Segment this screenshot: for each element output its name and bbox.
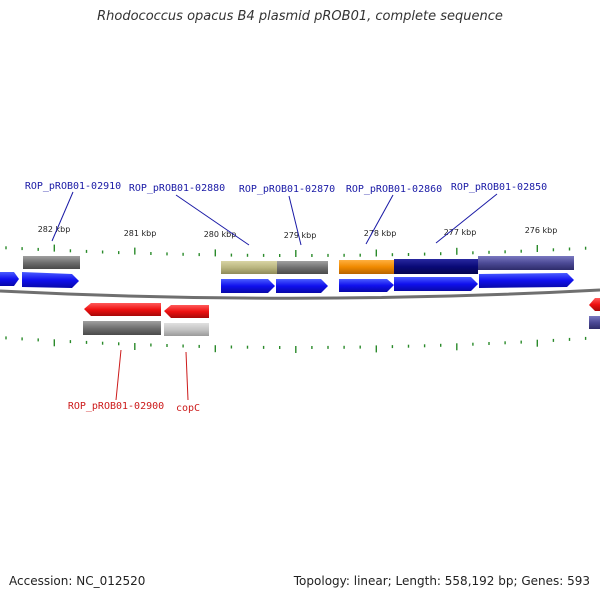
feature-bar-right-edge[interactable] xyxy=(589,316,600,329)
leader-line-02870 xyxy=(288,195,302,246)
gene-arrow-copC[interactable] xyxy=(164,305,209,318)
genome-backbone xyxy=(0,288,600,300)
leader-line-copC xyxy=(185,351,189,401)
scale-label-282: 282 kbp xyxy=(38,225,71,234)
gene-arrow-02880[interactable] xyxy=(221,279,275,293)
gene-label-02870[interactable]: ROP_pROB01-02870 xyxy=(239,184,335,195)
gene-label-02880[interactable]: ROP_pROB01-02880 xyxy=(129,183,225,194)
gene-label-02850[interactable]: ROP_pROB01-02850 xyxy=(451,182,547,193)
gene-arrow-02900[interactable] xyxy=(84,303,161,316)
gene-arrow-02860[interactable] xyxy=(394,277,478,291)
feature-bar-02870[interactable] xyxy=(277,261,328,274)
leader-line-02900 xyxy=(115,349,122,401)
gene-label-02860[interactable]: ROP_pROB01-02860 xyxy=(346,184,442,195)
leader-line-02910 xyxy=(51,191,74,242)
gene-arrow-right-edge[interactable] xyxy=(589,298,600,311)
bottom-tick-row xyxy=(5,336,587,353)
feature-bar-02860[interactable] xyxy=(339,260,394,274)
leader-line-02850 xyxy=(435,193,498,244)
gene-label-02910[interactable]: ROP_pROB01-02910 xyxy=(25,181,121,192)
top-tick-row xyxy=(5,244,587,257)
feature-bar-02900[interactable] xyxy=(83,321,161,335)
gene-arrow-02860a[interactable] xyxy=(339,279,394,292)
scale-label-281: 281 kbp xyxy=(124,229,157,238)
gene-label-copC[interactable]: copC xyxy=(176,403,200,414)
feature-bar-copC[interactable] xyxy=(164,323,209,336)
gene-arrow-02850[interactable] xyxy=(479,273,574,288)
scale-label-279: 279 kbp xyxy=(284,231,317,240)
feature-bar-02860b[interactable] xyxy=(394,259,478,274)
map-title: Rhodococcus opacus B4 plasmid pROB01, co… xyxy=(97,9,503,24)
scale-label-277: 277 kbp xyxy=(444,228,477,237)
feature-bar-02880[interactable] xyxy=(221,261,277,274)
scale-label-278: 278 kbp xyxy=(364,229,397,238)
feature-bar-02910[interactable] xyxy=(23,256,80,269)
topology-summary: Topology: linear; Length: 558,192 bp; Ge… xyxy=(293,574,590,588)
gene-arrow-02870[interactable] xyxy=(276,279,328,293)
gene-label-02900[interactable]: ROP_pROB01-02900 xyxy=(68,401,164,412)
gene-arrow-left-edge[interactable] xyxy=(0,272,19,286)
leader-line-02860 xyxy=(365,194,394,245)
feature-bar-02850[interactable] xyxy=(478,256,574,270)
leader-line-02880 xyxy=(175,194,250,246)
scale-label-280: 280 kbp xyxy=(204,230,237,239)
scale-label-276: 276 kbp xyxy=(525,226,558,235)
accession-text: Accession: NC_012520 xyxy=(9,574,146,588)
gene-arrow-02910[interactable] xyxy=(22,272,79,288)
